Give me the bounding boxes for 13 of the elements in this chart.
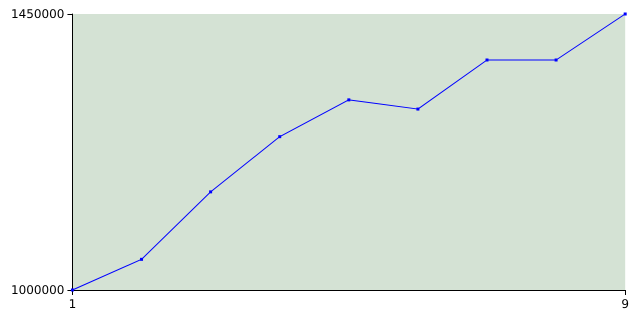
y-tick-label: 1000000: [10, 283, 64, 297]
x-tick-label: 1: [68, 297, 76, 311]
y-tick-label: 1450000: [10, 7, 64, 21]
line-series: [70, 12, 627, 292]
point: [554, 58, 558, 62]
point: [140, 258, 144, 261]
point: [624, 12, 627, 16]
x-tick-label: 9: [621, 297, 630, 311]
point: [347, 98, 350, 102]
point: [70, 288, 74, 292]
point: [416, 108, 420, 111]
point: [278, 135, 282, 138]
point: [209, 190, 212, 194]
